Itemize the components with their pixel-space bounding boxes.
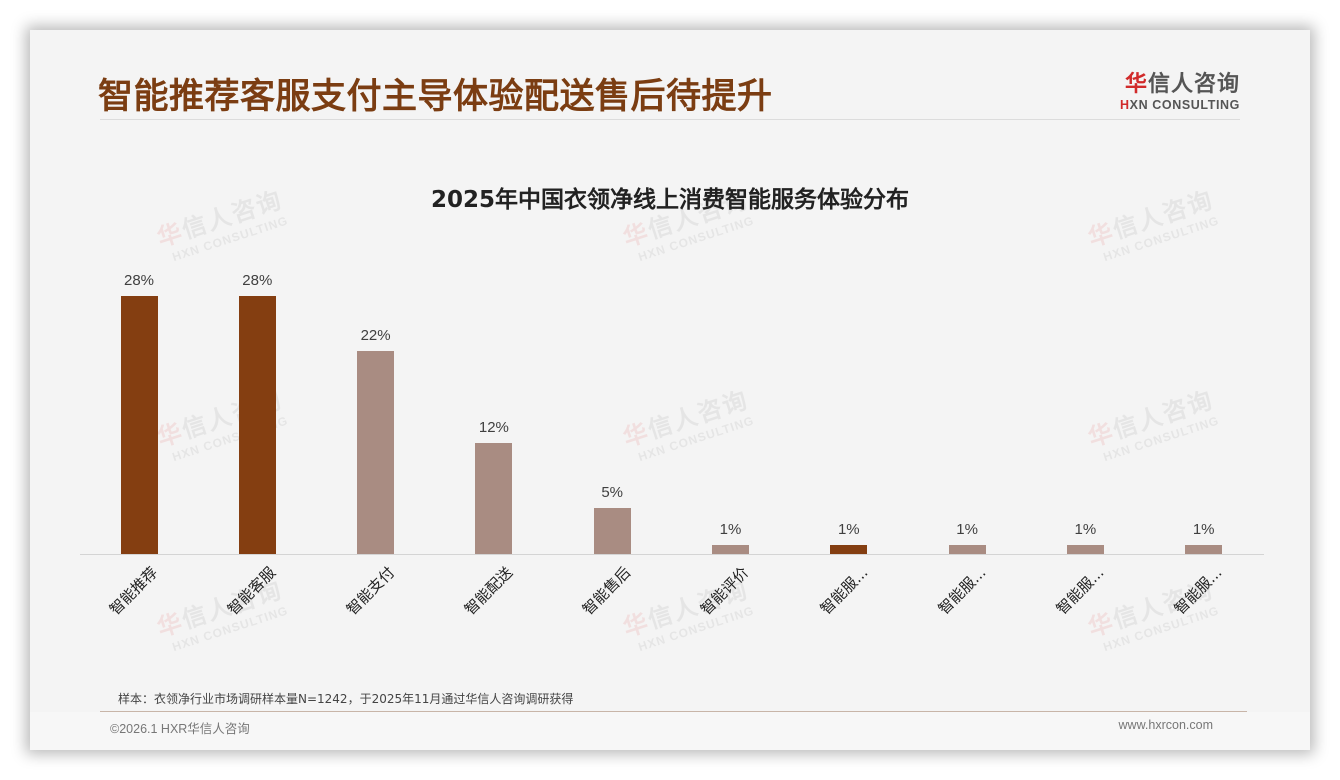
footer-divider [100,711,1247,712]
slide: 智能推荐客服支付主导体验配送售后待提升 华信人咨询 HXN CONSULTING… [30,30,1310,750]
category-label: 智能配送 [460,563,517,619]
bar [593,507,631,554]
copyright: ©2026.1 HXR华信人咨询 [110,722,250,736]
website-link[interactable]: www.hxrcon.com [1118,718,1213,732]
bar-value-label: 1% [956,520,978,538]
bar [120,296,158,554]
sample-note: 样本：衣领净行业市场调研样本量N=1242，于2025年11月通过华信人咨询调研… [118,692,574,706]
bar-value-label: 12% [478,419,509,437]
company-logo: 华信人咨询 HXN CONSULTING [1120,66,1240,112]
category-label: 智能服... [1171,563,1226,619]
category-label: 智能支付 [342,563,398,619]
chart-title: 2025年中国衣领净线上消费智能服务体验分布 [430,187,909,213]
category-label: 智能服... [934,563,990,619]
category-label: 智能客服 [224,563,280,619]
bar [475,443,513,554]
bar [948,544,986,554]
bar [830,544,868,554]
bar [1185,544,1223,554]
bar [1066,544,1104,554]
category-label: 智能服... [1052,563,1108,619]
bar-value-label: 28% [242,272,273,289]
bar-value-label: 5% [601,483,624,501]
logo-cn-first: 华 [1124,72,1148,97]
logo-en-first: H [1120,98,1130,112]
bar-value-label: 1% [837,520,860,538]
bar-value-label: 1% [1192,520,1215,538]
bar-value-label: 28% [123,272,155,289]
x-axis-line [80,554,1264,555]
logo-en-rest: XN CONSULTING [1129,98,1240,112]
category-label: 智能推荐 [105,563,162,619]
category-label: 智能售后 [579,563,635,619]
bar-chart: 28% 智能推荐 28% 智能客服 22% 智能支付 12% 智能配送 5% 智能售后 1% 智能评价… [80,260,1264,619]
logo-cn: 华信人咨询 [1120,66,1240,98]
title-divider [100,119,1240,120]
bar-value-label: 1% [1074,520,1097,538]
bar-value-label: 22% [360,327,391,345]
category-label: 智能服... [816,563,871,619]
category-label: 智能评价 [697,563,753,619]
footer-band [30,712,1310,750]
logo-cn-rest: 信人咨询 [1147,72,1240,97]
bar-value-label: 1% [719,520,742,538]
logo-en: HXN CONSULTING [1120,98,1240,112]
page-title: 智能推荐客服支付主导体验配送售后待提升 [98,77,773,117]
bar [357,351,395,554]
bar [238,296,276,554]
bar [712,544,749,554]
